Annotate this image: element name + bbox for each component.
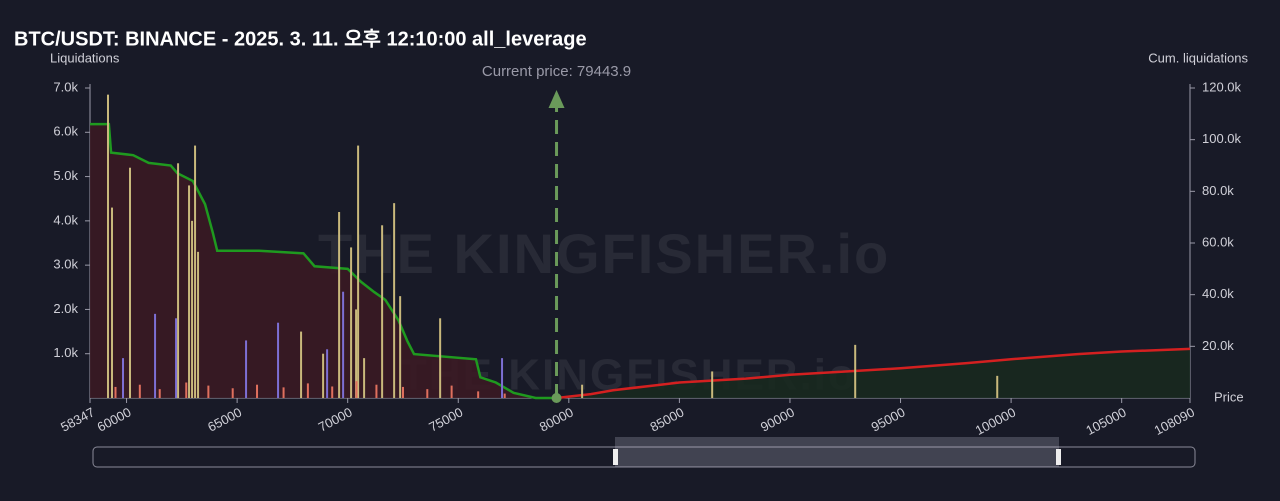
area-fill — [556, 348, 1190, 398]
bar — [426, 389, 429, 398]
bar — [158, 389, 161, 398]
y-tick-label: 1.0k — [53, 345, 78, 360]
bar — [322, 353, 325, 398]
y2-tick-label: 60.0k — [1202, 234, 1234, 249]
y2-tick-label: 40.0k — [1202, 286, 1234, 301]
current-price-arrow — [548, 90, 565, 108]
y-tick-label: 5.0k — [53, 168, 78, 183]
bar — [114, 386, 117, 398]
bar — [381, 225, 384, 398]
bar — [355, 381, 358, 398]
y-tick-label: 7.0k — [53, 79, 78, 94]
bar — [393, 203, 396, 398]
x-axis-label: Price — [1214, 389, 1244, 404]
slider-window[interactable] — [615, 437, 1059, 467]
bar — [326, 349, 329, 398]
bar — [342, 291, 345, 398]
y2-tick-label: 100.0k — [1202, 131, 1242, 146]
bar — [185, 382, 188, 398]
bar — [188, 185, 191, 398]
bar — [191, 220, 194, 398]
bar — [363, 358, 366, 398]
bar — [401, 386, 404, 398]
bar — [854, 344, 857, 398]
bar — [138, 384, 141, 398]
bar — [231, 388, 234, 398]
watermark-text: THE KINGFISHER.io — [318, 222, 890, 285]
slider-track — [92, 446, 1196, 468]
bar — [331, 386, 334, 398]
bar — [450, 385, 453, 398]
bar — [245, 340, 248, 398]
bar — [107, 94, 110, 399]
bar — [501, 358, 504, 398]
bar — [477, 391, 480, 398]
bar — [194, 145, 197, 398]
bar — [399, 296, 402, 398]
bar — [256, 384, 259, 398]
chart-title: BTC/USDT: BINANCE - 2025. 3. 11. 오후 12:1… — [14, 27, 587, 50]
bar — [175, 318, 178, 398]
bar — [129, 167, 132, 398]
bar — [111, 207, 114, 398]
bar — [581, 384, 584, 398]
bar — [503, 393, 506, 398]
bar — [177, 163, 180, 398]
slider-handle[interactable] — [1056, 449, 1061, 465]
range-slider[interactable] — [92, 437, 1196, 468]
slider-handle[interactable] — [613, 449, 618, 465]
bar — [277, 322, 280, 398]
bar — [338, 212, 341, 398]
bar — [154, 313, 157, 398]
annotation: Current price: 79443.9 — [482, 63, 631, 80]
y2-tick-label: 120.0k — [1202, 79, 1242, 94]
y2-axis-label: Cum. liquidations — [1148, 50, 1248, 65]
y-axis-label: Liquidations — [50, 50, 120, 65]
bar — [996, 375, 999, 398]
y-tick-label: 2.0k — [53, 301, 78, 316]
y-tick-label: 6.0k — [53, 124, 78, 139]
y2-tick-label: 80.0k — [1202, 183, 1234, 198]
bar — [122, 358, 125, 398]
bar — [375, 384, 378, 398]
bar — [197, 251, 200, 398]
bar — [207, 385, 210, 398]
y-tick-label: 4.0k — [53, 212, 78, 227]
bar — [300, 331, 303, 398]
y2-tick-label: 20.0k — [1202, 338, 1234, 353]
bar — [439, 318, 442, 398]
bar — [355, 309, 358, 398]
bar — [357, 145, 360, 398]
bar — [306, 383, 309, 398]
area-fill — [90, 124, 557, 399]
bar — [711, 371, 714, 398]
current-price-dot — [551, 393, 562, 403]
cumulative-line — [90, 122, 557, 400]
y-tick-label: 3.0k — [53, 257, 78, 272]
cumulative-line — [556, 347, 1191, 400]
bar — [350, 247, 353, 398]
bar — [282, 387, 285, 398]
